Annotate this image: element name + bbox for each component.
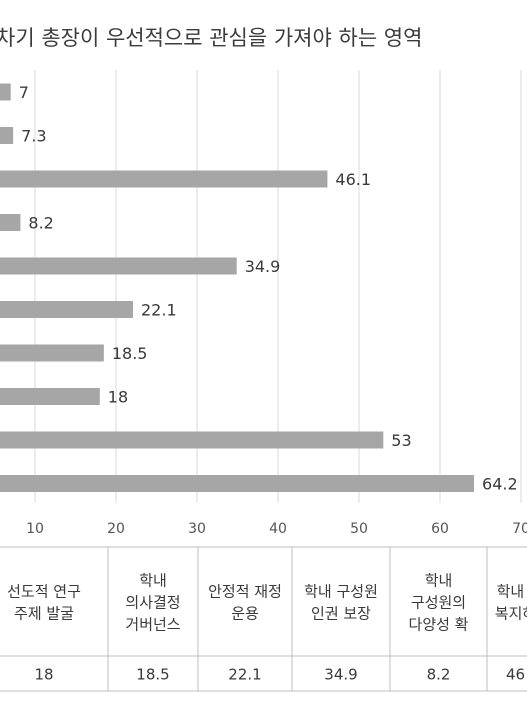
- table-header-cell: 복지하: [495, 605, 527, 623]
- tick-label: 10: [26, 521, 44, 537]
- tick-label: 70: [512, 521, 527, 537]
- data-label: 53: [391, 431, 411, 450]
- bar-layer: [0, 83, 475, 492]
- data-label: 22.1: [141, 301, 177, 320]
- table-header-cell: 학내 구성원: [304, 583, 378, 601]
- bar: [0, 388, 100, 405]
- bar: [0, 127, 14, 144]
- table-header-cell: 구성원의: [411, 594, 466, 612]
- grid-layer: [34, 70, 522, 503]
- data-label: 64.2: [482, 475, 518, 494]
- bar: [0, 344, 104, 362]
- tick-label: 30: [188, 521, 206, 537]
- data-label: 46.1: [335, 170, 371, 189]
- bar: [0, 257, 237, 275]
- table-value-cell: 22.1: [228, 666, 261, 684]
- table-value-cell: 8.2: [427, 666, 451, 684]
- bar: [0, 475, 475, 492]
- table-header-cell: 안정적 재정: [208, 583, 282, 601]
- table-header-cell: 거버넌스: [125, 616, 180, 634]
- tick-label: 20: [107, 521, 125, 537]
- data-label: 7.3: [21, 127, 46, 146]
- table-header-cell: 학내: [425, 572, 453, 590]
- table-header-cell: 운용: [231, 605, 259, 623]
- bar: [0, 431, 384, 449]
- bar: [0, 214, 21, 231]
- data-label: 8.2: [28, 214, 53, 233]
- x-axis-ticks: 10 20 30 40 50 60 70: [26, 521, 527, 537]
- tick-label: 40: [269, 521, 287, 537]
- data-label: 7: [19, 83, 29, 102]
- table-value-cell: 46: [506, 666, 525, 684]
- table-header-cell: 학내 -: [497, 583, 527, 601]
- table-header-cell: 주제 발굴: [14, 605, 74, 623]
- value-label-layer: 7 7.3 46.1 8.2 34.9 22.1 18.5 18 53 64.2: [19, 83, 518, 494]
- table-header-cell: 학내: [139, 572, 167, 590]
- table-header-cell: 다양성 확: [409, 616, 469, 634]
- data-label: 18: [108, 388, 128, 407]
- tick-label: 50: [350, 521, 368, 537]
- table-header-cell: 인권 보장: [311, 605, 371, 623]
- bar: [0, 170, 328, 188]
- table-header-cell: 의사결정: [125, 594, 180, 612]
- tick-label: 60: [431, 521, 449, 537]
- data-label: 34.9: [245, 257, 281, 276]
- table-value-cell: 18: [34, 666, 53, 684]
- table-header-cell: 선도적 연구: [7, 583, 81, 601]
- table-value-cell: 18.5: [136, 666, 169, 684]
- bar: [0, 301, 134, 318]
- bar: [0, 83, 11, 101]
- table-value-cell: 34.9: [324, 666, 357, 684]
- data-label: 18.5: [112, 344, 148, 363]
- chart-title: 차기 총장이 우선적으로 관심을 가져야 하는 영역: [0, 26, 422, 50]
